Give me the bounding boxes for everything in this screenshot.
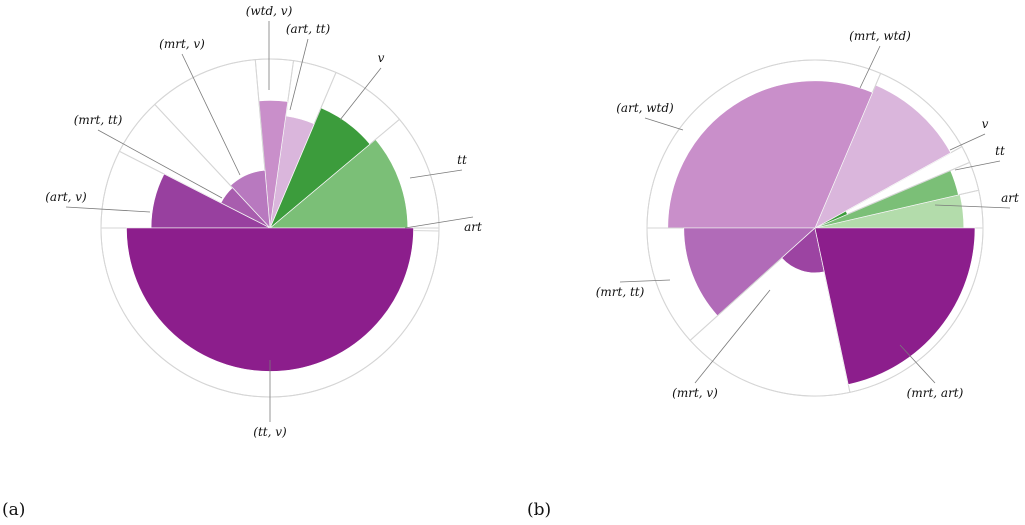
leader-line-art-v bbox=[65, 206, 151, 213]
guide-sector-mrt-tt bbox=[646, 227, 817, 342]
leader-line-tt bbox=[954, 160, 1001, 171]
slice-label-mrt-wtd: (mrt, wtd) bbox=[849, 29, 911, 43]
pie-slice-tt-v bbox=[126, 227, 414, 372]
slice-label-mrt-tt: (mrt, tt) bbox=[74, 113, 123, 127]
pie-slice-tt bbox=[269, 139, 409, 229]
leader-line-art bbox=[934, 204, 1011, 209]
guide-sector-mrt-art bbox=[814, 227, 984, 393]
guide-sector-art-wtd bbox=[646, 59, 882, 229]
slice-label-mrt-tt: (mrt, tt) bbox=[596, 285, 645, 299]
leader-line-art-wtd bbox=[644, 117, 684, 131]
leader-line-mrt-art bbox=[899, 344, 936, 384]
slice-label-mrt-art: (mrt, art) bbox=[907, 386, 964, 400]
slice-label-tt: tt bbox=[457, 153, 467, 167]
leader-line-mrt-v bbox=[181, 53, 241, 176]
leader-line-mrt-tt bbox=[619, 279, 671, 283]
slice-label-art: art bbox=[464, 220, 482, 234]
pie-slice-mrt-wtd bbox=[814, 84, 952, 229]
slice-label-tt-v: (tt, v) bbox=[253, 425, 287, 439]
slice-label-tt: tt bbox=[995, 144, 1005, 158]
slice-label-mrt-v: (mrt, v) bbox=[672, 386, 718, 400]
pie-chart-b: art ttv (mrt, wtd) (art, wtd) (mrt, tt) (mrt,… bbox=[596, 29, 1019, 400]
slice-label-art-wtd: (art, wtd) bbox=[616, 101, 674, 115]
leader-line-mrt-v bbox=[694, 289, 771, 384]
pie-chart-a: art tt v (art, tt) (wtd, v) (mrt, v) (mrt, tt)… bbox=[45, 4, 482, 439]
slice-label-wtd-v: (wtd, v) bbox=[246, 4, 293, 18]
leader-line-mrt-wtd bbox=[859, 45, 881, 89]
pie-slice-mrt-v bbox=[781, 227, 825, 274]
leader-line-mrt-tt bbox=[97, 129, 223, 199]
pie-slice-art-wtd bbox=[667, 80, 873, 229]
pie-slice-mrt-art bbox=[814, 227, 976, 385]
slice-label-v: v bbox=[982, 117, 989, 131]
panel-label-b: (b) bbox=[527, 500, 551, 520]
leader-line-art-tt bbox=[289, 38, 309, 111]
slice-label-art-tt: (art, tt) bbox=[286, 22, 331, 36]
leader-line-v bbox=[949, 133, 986, 151]
leader-line-tt bbox=[409, 169, 463, 179]
leader-line-v bbox=[339, 67, 382, 121]
guide-sector-mrt-v bbox=[689, 227, 851, 397]
slice-label-art-v: (art, v) bbox=[45, 190, 87, 204]
guide-sector-mrt-v bbox=[154, 59, 271, 230]
slice-label-mrt-v: (mrt, v) bbox=[159, 37, 205, 51]
slice-label-v: v bbox=[378, 51, 385, 65]
pie-slice-mrt-tt bbox=[683, 227, 816, 317]
guide-sector-mrt-wtd bbox=[813, 72, 963, 230]
slice-label-art: art bbox=[1001, 191, 1019, 205]
leader-line-art bbox=[404, 216, 474, 229]
panel-label-a: (a) bbox=[2, 500, 25, 520]
